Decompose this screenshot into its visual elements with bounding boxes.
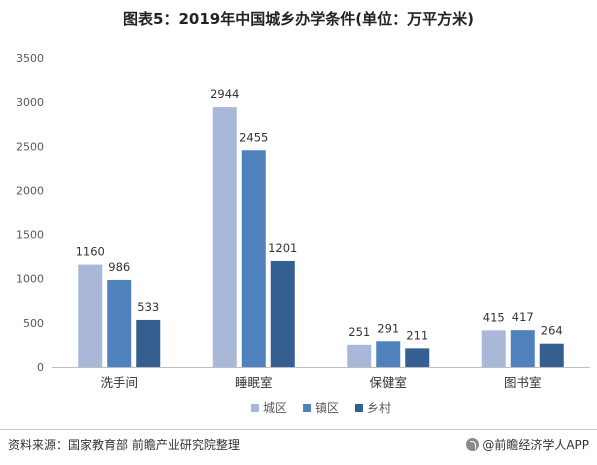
data-label: 2455	[239, 130, 268, 144]
data-label: 415	[483, 310, 505, 324]
bar	[241, 150, 266, 367]
footer-divider	[0, 429, 597, 430]
data-label: 251	[348, 325, 370, 339]
brand-label: @前瞻经济学人APP	[482, 438, 589, 452]
bar	[539, 343, 564, 367]
legend-swatch	[355, 404, 363, 412]
bar	[405, 348, 430, 367]
chart-title: 图表5：2019年中国城乡办学条件(单位：万平方米)	[123, 10, 474, 28]
y-tick-label: 3500	[16, 52, 44, 65]
legend-label: 城区	[263, 401, 287, 415]
data-label: 986	[108, 260, 130, 274]
bar	[136, 319, 161, 367]
bar	[481, 330, 506, 367]
y-tick-label: 500	[23, 317, 44, 330]
y-tick-label: 0	[37, 361, 44, 374]
bar	[376, 341, 401, 367]
bar	[107, 279, 132, 367]
y-tick-label: 2500	[16, 140, 44, 153]
data-label: 417	[512, 310, 534, 324]
bar	[212, 107, 237, 368]
data-label: 1160	[76, 245, 105, 259]
data-label: 211	[406, 328, 428, 342]
legend-swatch	[303, 404, 311, 412]
y-tick-label: 3000	[16, 96, 44, 109]
bar	[270, 260, 295, 367]
bar	[78, 264, 103, 367]
data-label: 264	[541, 324, 563, 338]
x-tick-label: 睡眠室	[235, 375, 273, 390]
bar	[347, 344, 372, 367]
legend-swatch	[251, 404, 259, 412]
y-tick-label: 1000	[16, 273, 44, 286]
x-tick-label: 洗手间	[100, 375, 138, 390]
legend-label: 乡村	[367, 401, 391, 415]
brand-logo-icon	[466, 438, 480, 451]
data-label: 2944	[210, 87, 239, 101]
source-note: 资料来源：国家教育部 前瞻产业研究院整理	[8, 438, 240, 452]
y-tick-label: 2000	[16, 184, 44, 197]
x-tick-label: 图书室	[504, 375, 542, 390]
data-label: 533	[137, 300, 159, 314]
legend-label: 镇区	[315, 401, 339, 415]
bar	[510, 330, 535, 367]
brand-credit: @前瞻经济学人APP	[466, 436, 589, 453]
data-label: 291	[377, 321, 399, 335]
x-tick-label: 保健室	[369, 375, 407, 390]
y-tick-label: 1500	[16, 229, 44, 242]
data-label: 1201	[268, 241, 297, 255]
